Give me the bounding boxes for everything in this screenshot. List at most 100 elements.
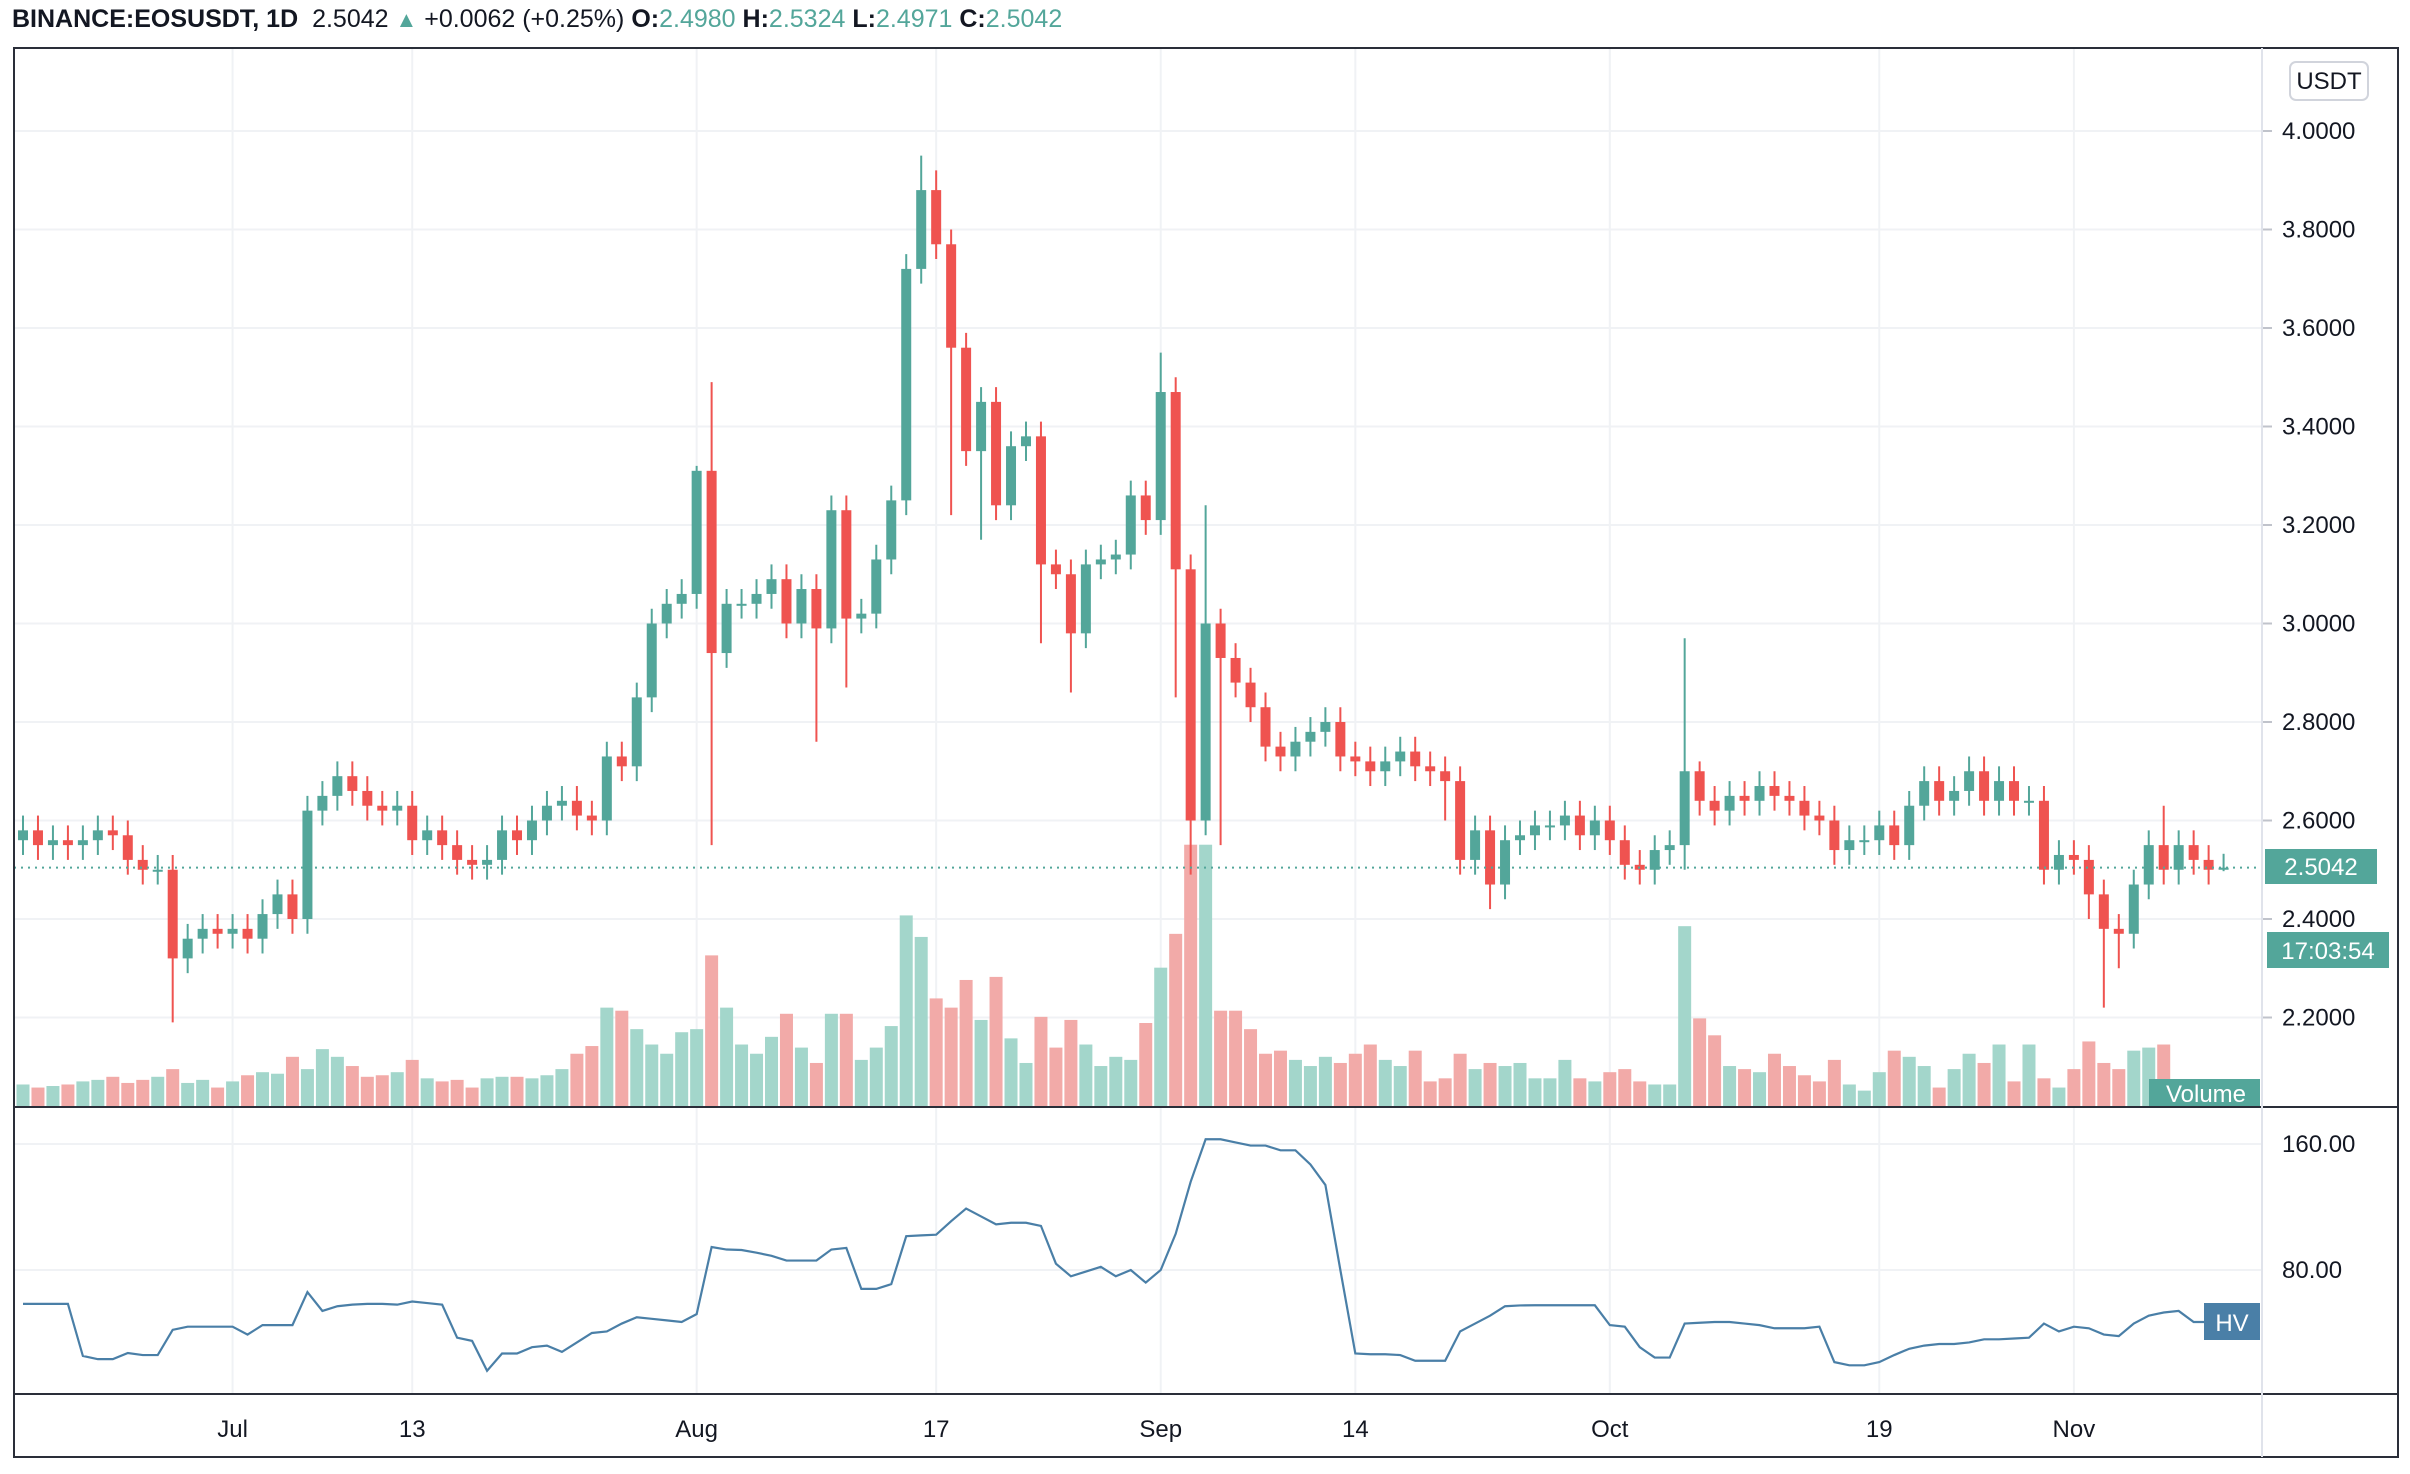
candle-body <box>18 830 28 841</box>
candle-body <box>1485 830 1496 885</box>
candle <box>1994 766 2005 816</box>
volume-bar <box>914 936 928 1106</box>
candle <box>556 786 567 821</box>
volume-bar <box>166 1069 180 1106</box>
candle-body <box>841 510 852 619</box>
symbol-interval[interactable]: BINANCE:EOSUSDT, 1D <box>12 5 299 33</box>
volume-bar <box>1378 1059 1392 1106</box>
candle <box>2218 853 2229 872</box>
candle <box>2173 830 2184 885</box>
candle-body <box>676 593 687 604</box>
volume-bar <box>1947 1069 1961 1106</box>
volume-bar <box>2022 1044 2036 1106</box>
volume-bar <box>1483 1062 1497 1106</box>
volume-legend[interactable]: Volume <box>2149 1079 2260 1108</box>
candle <box>1380 746 1391 787</box>
candle <box>422 815 433 855</box>
candle-body <box>616 756 627 767</box>
volume-bar <box>1214 1010 1228 1106</box>
candle <box>1050 549 1061 590</box>
volume-bar <box>839 1013 853 1106</box>
candle-body <box>1604 820 1615 841</box>
volume-bar <box>2037 1078 2051 1106</box>
hv-indicator <box>23 1138 2224 1373</box>
volume-bar <box>1543 1078 1557 1106</box>
candle <box>1814 800 1825 836</box>
candle <box>676 579 687 619</box>
volume-bar <box>1363 1044 1377 1106</box>
candle <box>122 820 133 875</box>
candle <box>1784 781 1795 816</box>
candle-body <box>2068 854 2079 860</box>
candle <box>512 815 523 855</box>
volume-bar <box>1708 1035 1722 1106</box>
hv-tick-label: 80.00 <box>2282 1257 2342 1284</box>
volume-bar <box>226 1081 240 1106</box>
candle <box>1544 810 1555 841</box>
volume-bar <box>1842 1084 1856 1106</box>
candle-body <box>931 190 942 245</box>
volume-bar <box>735 1044 749 1106</box>
candle <box>2113 914 2124 969</box>
candle <box>1275 731 1286 772</box>
candle <box>1664 830 1675 865</box>
volume-bar <box>1932 1087 1946 1106</box>
candle-body <box>1380 761 1391 772</box>
volume-bar <box>1723 1066 1737 1106</box>
hv-legend[interactable]: HV <box>2204 1303 2260 1340</box>
candle <box>1215 608 1226 846</box>
candle <box>826 495 837 644</box>
candle-body <box>467 859 478 865</box>
hv-label: HV <box>2215 1310 2248 1337</box>
candle-body <box>482 859 493 865</box>
candle <box>1829 805 1840 865</box>
candle <box>1604 805 1615 855</box>
candle-body <box>1544 825 1555 828</box>
currency-label: USDT <box>2296 68 2362 95</box>
volume-bar <box>1797 1075 1811 1106</box>
volume-bar <box>660 1053 674 1106</box>
candle <box>871 544 882 629</box>
candle <box>1844 825 1855 865</box>
candle-body <box>1365 761 1376 772</box>
candle-body <box>1080 564 1091 634</box>
volume-bar <box>330 1056 344 1106</box>
price-tick-label: 2.4000 <box>2282 906 2355 933</box>
candle <box>47 825 58 860</box>
candle-body <box>1350 756 1361 762</box>
candle <box>766 564 777 609</box>
volume-bar <box>1318 1056 1332 1106</box>
volume-bar <box>989 976 1003 1106</box>
volume-bar <box>315 1049 329 1106</box>
currency-button[interactable]: USDT <box>2289 61 2369 101</box>
candle-body <box>1964 771 1975 791</box>
candle-body <box>1320 722 1331 732</box>
high-label: H: <box>742 5 769 33</box>
candle <box>482 845 493 880</box>
volume-bar <box>1049 1047 1063 1106</box>
candle-body <box>182 938 193 959</box>
candle <box>1260 692 1271 762</box>
candle-body <box>1754 786 1765 801</box>
candle <box>1470 815 1481 875</box>
candle <box>1500 825 1511 900</box>
candle-body <box>257 914 268 939</box>
time-label: 14 <box>1342 1416 1369 1443</box>
candle-body <box>1290 741 1301 757</box>
candle-body <box>1844 840 1855 851</box>
candle-body <box>1889 825 1900 846</box>
candle-body <box>2203 859 2214 870</box>
volume-bar <box>256 1072 270 1106</box>
candle <box>601 741 612 836</box>
volume-bar <box>570 1053 584 1106</box>
volume-bar <box>1124 1059 1138 1106</box>
volume-label: Volume <box>2166 1081 2246 1108</box>
volume-bar <box>645 1044 659 1106</box>
candle-body <box>317 795 328 811</box>
candle-body <box>1050 564 1061 575</box>
candle <box>646 608 657 713</box>
candle-body <box>212 928 223 934</box>
volume-bar <box>241 1075 255 1106</box>
volume-bar <box>1513 1062 1527 1106</box>
